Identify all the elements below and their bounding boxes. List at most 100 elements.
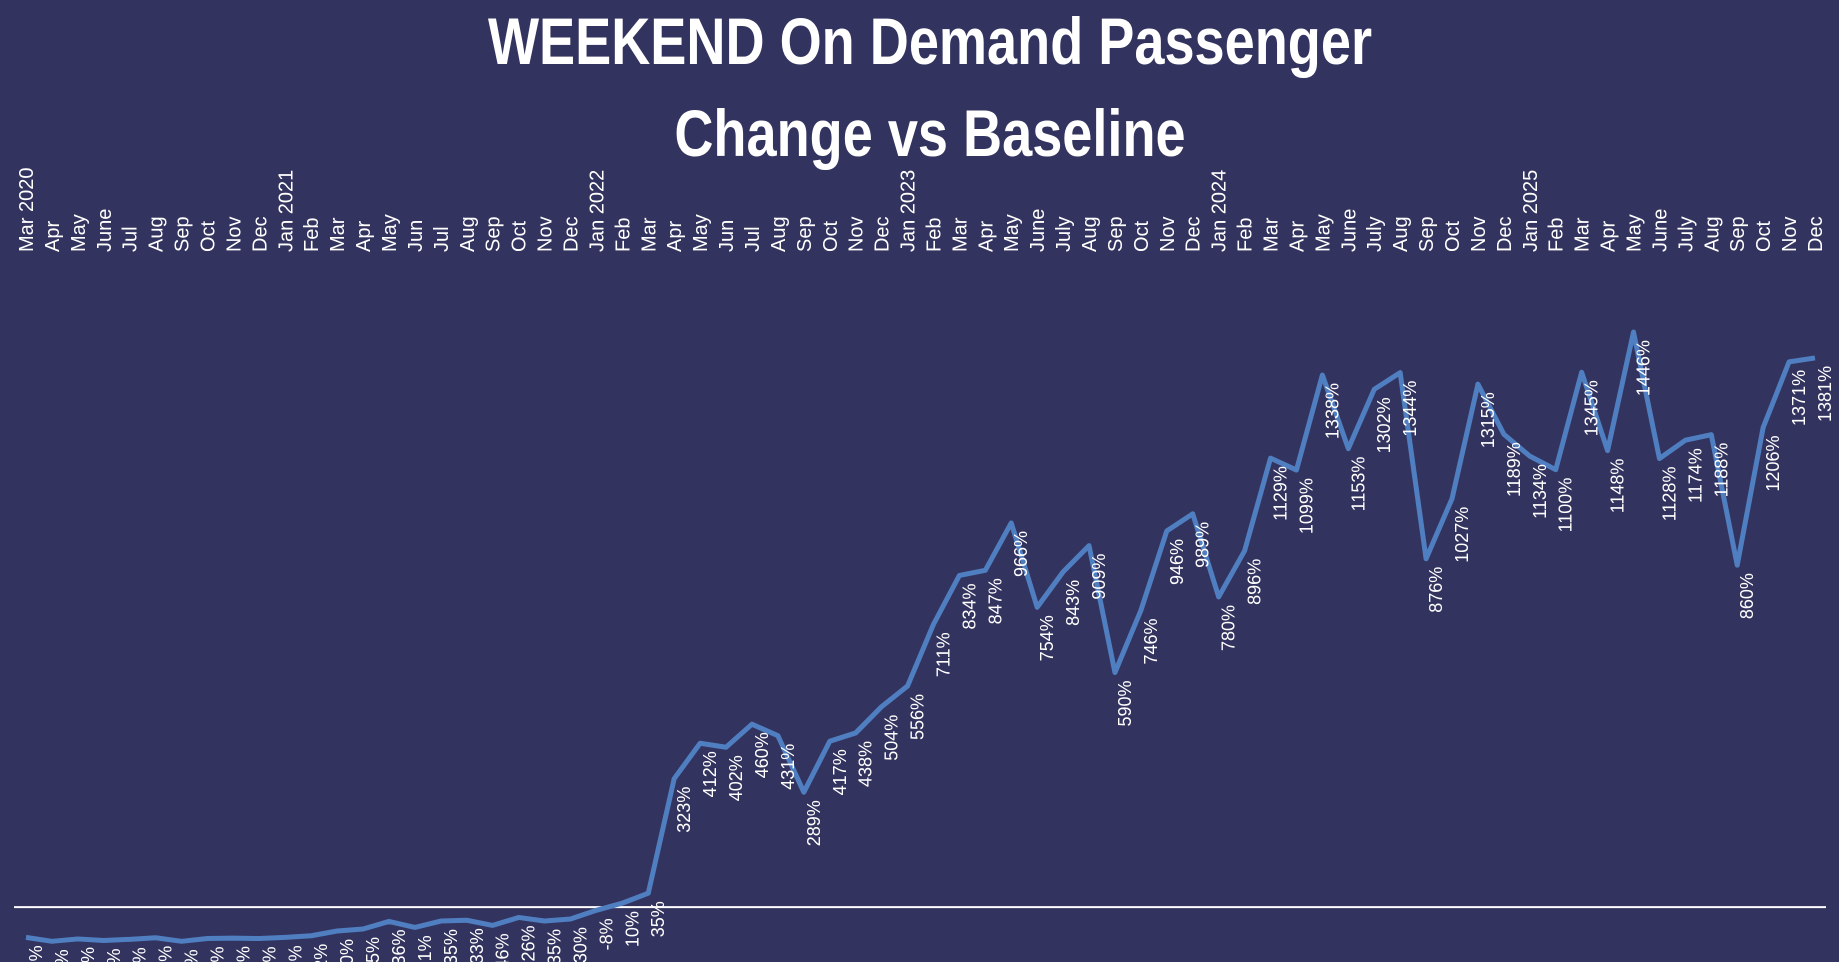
data-label: -79%: [259, 947, 279, 962]
x-tick-label: Mar 2020: [16, 168, 38, 253]
x-tick-label: Sep: [1105, 216, 1127, 252]
x-tick-label: May: [1624, 214, 1646, 252]
data-label: 1174%: [1685, 448, 1705, 503]
x-tick-label: Aug: [1701, 216, 1723, 252]
x-tick-label: July: [1053, 216, 1075, 252]
x-tick-label: Nov: [846, 216, 868, 252]
data-label: -8%: [596, 918, 616, 950]
data-label: -36%: [389, 929, 409, 962]
x-tick-label: Aug: [768, 216, 790, 252]
data-label: 834%: [959, 583, 979, 629]
x-tick-label: Sep: [794, 216, 816, 252]
chart-title: WEEKEND On Demand Passenger: [488, 4, 1372, 78]
x-tick-label: Nov: [1157, 216, 1179, 252]
data-label: 1302%: [1374, 397, 1394, 453]
data-label: 1100%: [1556, 478, 1576, 533]
data-label: -84%: [104, 949, 124, 962]
x-tick-label: Sep: [1727, 216, 1749, 252]
data-label: 438%: [856, 741, 876, 787]
data-label: -35%: [441, 929, 461, 962]
data-label: 876%: [1426, 567, 1446, 613]
x-tick-label: May: [379, 214, 401, 252]
data-label: 909%: [1089, 554, 1109, 600]
data-label: 412%: [700, 751, 720, 797]
data-label: 746%: [1141, 618, 1161, 664]
x-tick-label: Sep: [1416, 216, 1438, 252]
data-label: 1027%: [1452, 507, 1472, 563]
data-label: 323%: [674, 787, 694, 833]
x-tick-label: Apr: [1598, 221, 1620, 252]
x-tick-label: Feb: [1235, 218, 1257, 252]
x-tick-label: May: [1001, 214, 1023, 252]
data-label: -60%: [337, 939, 357, 962]
x-tick-label: July: [1675, 216, 1697, 252]
data-label: 1371%: [1789, 370, 1809, 426]
x-tick-label: Dec: [1183, 216, 1205, 252]
data-label: 431%: [778, 744, 798, 790]
x-tick-label: Jan 2021: [275, 170, 297, 252]
x-tick-label: Oct: [197, 220, 219, 252]
data-label: 780%: [1219, 605, 1239, 651]
x-tick-label: June: [94, 209, 116, 252]
x-tick-label: Nov: [223, 216, 245, 252]
data-label: -77%: [156, 946, 176, 962]
data-label: -33%: [467, 928, 487, 962]
data-label: 1446%: [1634, 340, 1654, 396]
data-label: -35%: [545, 929, 565, 962]
data-label: 1134%: [1530, 464, 1550, 519]
data-label: -78%: [233, 946, 253, 962]
x-tick-label: Mar: [1261, 217, 1283, 252]
x-tick-label: Jan 2025: [1520, 170, 1542, 252]
data-label: -72%: [311, 944, 331, 962]
x-tick-label: Nov: [535, 216, 557, 252]
data-label: -30%: [570, 927, 590, 962]
x-tick-label: Jan 2024: [1209, 170, 1231, 252]
data-label: -51%: [415, 935, 435, 962]
data-label: 1188%: [1711, 443, 1731, 498]
x-tick-label: Dec: [249, 216, 271, 252]
x-tick-label: Oct: [820, 220, 842, 252]
x-tick-label: Apr: [42, 221, 64, 252]
x-tick-label: Dec: [1805, 216, 1827, 252]
x-tick-label: May: [690, 214, 712, 252]
chart-title: Change vs Baseline: [674, 96, 1185, 170]
x-tick-label: Aug: [1079, 216, 1101, 252]
data-label: 843%: [1063, 580, 1083, 626]
data-label: -79%: [207, 947, 227, 962]
x-tick-label: Jul: [431, 226, 453, 252]
data-label: 10%: [622, 911, 642, 947]
data-label: -26%: [519, 925, 539, 962]
data-label: 1381%: [1815, 366, 1835, 422]
data-label: 1344%: [1400, 381, 1420, 437]
x-tick-label: June: [1338, 209, 1360, 252]
x-tick-label: Mar: [638, 217, 660, 252]
data-label: 35%: [648, 901, 668, 937]
x-tick-label: Apr: [664, 221, 686, 252]
data-label: 417%: [830, 749, 850, 795]
x-tick-label: Sep: [483, 216, 505, 252]
x-tick-label: Oct: [1753, 220, 1775, 252]
x-tick-label: Oct: [509, 220, 531, 252]
x-tick-label: Apr: [975, 221, 997, 252]
x-tick-label: Nov: [1779, 216, 1801, 252]
data-label: -46%: [493, 933, 513, 962]
data-label: -86%: [182, 949, 202, 962]
data-label: 966%: [1011, 531, 1031, 577]
data-label: -76%: [285, 945, 305, 962]
x-tick-label: Jan 2022: [586, 170, 608, 252]
x-tick-label: May: [1312, 214, 1334, 252]
x-tick-label: Jun: [405, 220, 427, 252]
x-tick-label: June: [1027, 209, 1049, 252]
data-label: -76%: [26, 945, 46, 962]
x-tick-label: Feb: [923, 218, 945, 252]
data-label: 1128%: [1659, 467, 1679, 522]
x-tick-label: Nov: [1468, 216, 1490, 252]
line: [25, 329, 1816, 944]
data-label: -80%: [78, 947, 98, 962]
data-label: 1345%: [1582, 380, 1602, 436]
data-label: 1153%: [1348, 457, 1368, 512]
data-label: 946%: [1167, 539, 1187, 585]
data-label: 1206%: [1763, 436, 1783, 492]
data-label: 896%: [1245, 559, 1265, 605]
